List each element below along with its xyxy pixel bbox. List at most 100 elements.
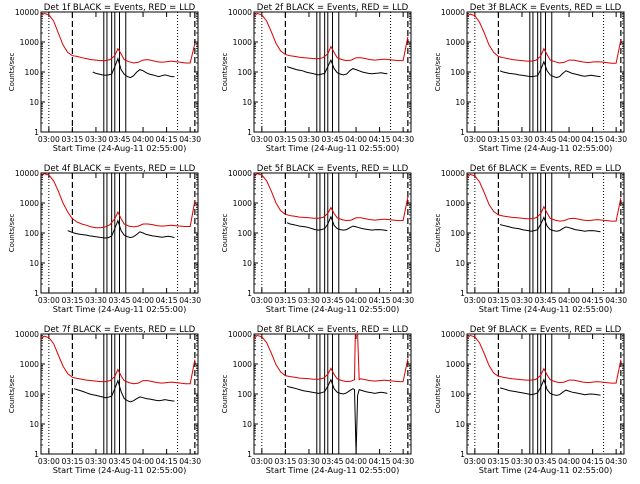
plot-area: [467, 12, 622, 132]
lld-series-line: [41, 335, 196, 385]
y-tick-label: 100: [238, 229, 253, 238]
x-tick-label: 03:30: [511, 135, 533, 144]
x-tick-label: 04:30: [179, 135, 201, 144]
x-tick-label: 03:45: [535, 457, 557, 466]
x-tick-label: 03:00: [38, 296, 60, 305]
x-tick-label: 03:00: [251, 296, 273, 305]
y-tick-label: 1000: [20, 199, 39, 208]
events-series-line: [499, 378, 601, 396]
y-tick-label: 1: [247, 450, 252, 459]
y-axis-label: Counts/sec: [221, 214, 229, 253]
x-tick-label: 04:15: [369, 135, 391, 144]
y-tick-label: 10000: [228, 330, 252, 339]
y-tick-label: 1000: [233, 38, 252, 47]
x-tick-label: 03:45: [109, 135, 131, 144]
x-tick-label: 03:15: [61, 457, 83, 466]
y-axis-label: Counts/sec: [8, 53, 16, 92]
chart-title: Det 2f BLACK = Events, RED = LLD: [257, 3, 409, 13]
x-tick-label: 03:45: [322, 135, 344, 144]
events-series-line: [286, 378, 388, 454]
x-tick-label: 04:15: [156, 296, 178, 305]
events-series-line: [92, 57, 175, 79]
y-tick-label: 100: [451, 68, 466, 77]
y-tick-label: 10000: [15, 8, 39, 17]
x-axis-label: Start Time (24-Aug-11 02:55:00): [479, 143, 613, 153]
y-tick-label: 10000: [15, 330, 39, 339]
x-tick-label: 04:15: [582, 457, 604, 466]
chart-title: Det 9f BLACK = Events, RED = LLD: [470, 325, 622, 335]
detector-panel: Det 4f BLACK = Events, RED = LLD 1 10 100 10…: [8, 164, 201, 314]
x-tick-label: 04:15: [369, 457, 391, 466]
y-tick-label: 1000: [446, 199, 465, 208]
x-tick-label: 04:30: [392, 296, 414, 305]
y-tick-label: 100: [238, 390, 253, 399]
y-tick-label: 10000: [15, 169, 39, 178]
events-series-line: [499, 60, 601, 79]
y-tick-label: 1000: [233, 199, 252, 208]
x-tick-label: 03:00: [38, 135, 60, 144]
x-tick-label: 03:00: [251, 457, 273, 466]
detector-panel: Det 2f BLACK = Events, RED = LLD 1 10 100 10…: [221, 3, 414, 153]
x-tick-label: 04:00: [558, 457, 580, 466]
y-tick-label: 10000: [228, 169, 252, 178]
x-axis-label: Start Time (24-Aug-11 02:55:00): [479, 465, 613, 475]
x-tick-label: 03:45: [322, 296, 344, 305]
x-tick-label: 03:45: [535, 135, 557, 144]
x-tick-label: 03:45: [535, 296, 557, 305]
detector-panel: Det 5f BLACK = Events, RED = LLD 1 10 100 10…: [221, 164, 414, 314]
y-tick-label: 100: [451, 229, 466, 238]
y-tick-label: 10000: [441, 169, 465, 178]
y-tick-label: 10000: [441, 330, 465, 339]
y-tick-label: 10: [455, 98, 465, 107]
x-tick-label: 04:00: [558, 296, 580, 305]
x-axis-label: Start Time (24-Aug-11 02:55:00): [53, 304, 187, 314]
x-axis-label: Start Time (24-Aug-11 02:55:00): [53, 143, 187, 153]
y-tick-label: 1: [34, 450, 39, 459]
y-tick-label: 1000: [446, 38, 465, 47]
y-axis-label: Counts/sec: [221, 375, 229, 414]
chart-title: Det 5f BLACK = Events, RED = LLD: [257, 164, 409, 174]
lld-series-line: [467, 334, 622, 384]
x-tick-label: 04:15: [369, 296, 391, 305]
y-tick-label: 10000: [228, 8, 252, 17]
y-axis-label: Counts/sec: [434, 214, 442, 253]
y-tick-label: 1000: [446, 360, 465, 369]
chart-title: Det 8f BLACK = Events, RED = LLD: [257, 325, 409, 335]
x-axis-label: Start Time (24-Aug-11 02:55:00): [266, 465, 400, 475]
plot-area: [467, 334, 622, 454]
x-tick-label: 03:30: [298, 135, 320, 144]
y-axis-label: Counts/sec: [8, 214, 16, 253]
y-tick-label: 10000: [441, 8, 465, 17]
x-tick-label: 03:15: [274, 457, 296, 466]
x-tick-label: 04:30: [605, 296, 627, 305]
y-tick-label: 10: [242, 259, 252, 268]
x-axis-label: Start Time (24-Aug-11 02:55:00): [53, 465, 187, 475]
x-tick-label: 03:15: [274, 135, 296, 144]
x-tick-label: 04:30: [179, 296, 201, 305]
lld-series-line: [467, 173, 622, 222]
x-tick-label: 04:30: [179, 457, 201, 466]
plot-area: [254, 334, 409, 454]
x-tick-label: 03:45: [109, 296, 131, 305]
y-tick-label: 10: [455, 259, 465, 268]
x-tick-label: 03:15: [61, 135, 83, 144]
x-tick-label: 03:15: [487, 296, 509, 305]
x-tick-label: 04:00: [345, 296, 367, 305]
y-axis-label: Counts/sec: [221, 53, 229, 92]
x-tick-label: 03:00: [38, 457, 60, 466]
y-tick-label: 100: [238, 68, 253, 77]
y-tick-label: 10: [29, 420, 39, 429]
chart-title: Det 4f BLACK = Events, RED = LLD: [44, 164, 196, 174]
lld-series-line: [254, 334, 409, 383]
x-tick-label: 04:15: [582, 135, 604, 144]
x-tick-label: 04:00: [132, 457, 154, 466]
y-tick-label: 100: [25, 229, 40, 238]
y-tick-label: 10: [455, 420, 465, 429]
plot-area: [41, 173, 196, 293]
x-tick-label: 03:30: [85, 457, 107, 466]
chart-title: Det 1f BLACK = Events, RED = LLD: [44, 3, 196, 13]
y-tick-label: 1: [247, 128, 252, 137]
plot-area: [254, 173, 409, 293]
